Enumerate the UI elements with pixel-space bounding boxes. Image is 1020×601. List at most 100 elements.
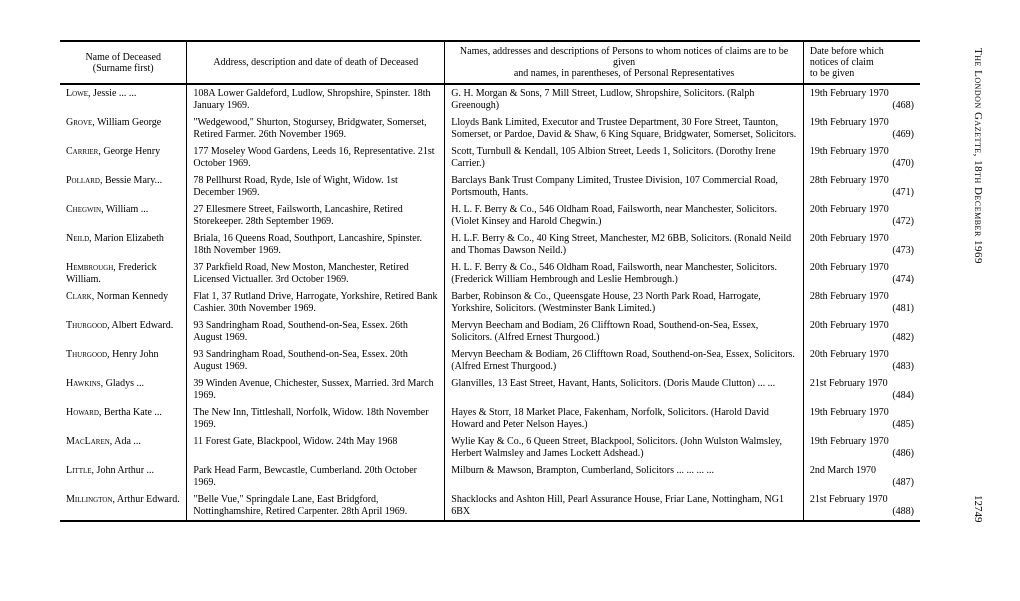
cell-persons: Shacklocks and Ashton Hill, Pearl Assura… [445,491,804,521]
cell-date: 21st February 1970(484) [803,375,920,404]
cell-name: Hawkins, Gladys ... [60,375,187,404]
cell-persons: Barclays Bank Trust Company Limited, Tru… [445,172,804,201]
ref-number: (473) [892,245,914,257]
cell-persons: Glanvilles, 13 East Street, Havant, Hant… [445,375,804,404]
surname: Neild [66,233,89,244]
date-text: 20th February 1970 [810,204,889,215]
surname: Chegwin [66,204,101,215]
forenames: , Norman Kennedy [92,291,168,302]
table-row: Lowe, Jessie ... ...108A Lower Galdeford… [60,84,920,114]
ref-number: (472) [892,216,914,228]
cell-persons: Lloyds Bank Limited, Executor and Truste… [445,114,804,143]
ref-number: (470) [892,158,914,170]
cell-date: 19th February 1970(468) [803,84,920,114]
table-row: Little, John Arthur ...Park Head Farm, B… [60,462,920,491]
surname: Hembrough [66,262,113,273]
ref-number: (471) [892,187,914,199]
date-text: 19th February 1970 [810,88,889,99]
cell-persons: G. H. Morgan & Sons, 7 Mill Street, Ludl… [445,84,804,114]
date-text: 2nd March 1970 [810,465,876,476]
cell-date: 19th February 1970(485) [803,404,920,433]
cell-date: 21st February 1970 (488) [803,491,920,521]
side-running-head: The London Gazette, 18th December 1969 [972,48,984,264]
date-text: 19th February 1970 [810,436,889,447]
forenames: , Jessie ... ... [88,88,136,99]
cell-name: Howard, Bertha Kate ... [60,404,187,433]
date-text: 28th February 1970 [810,175,889,186]
cell-date: 28th February 1970(481) [803,288,920,317]
cell-persons: H. L. F. Berry & Co., 546 Oldham Road, F… [445,201,804,230]
surname: Hawkins [66,378,101,389]
cell-date: 20th February 1970(472) [803,201,920,230]
cell-address: 11 Forest Gate, Blackpool, Widow. 24th M… [187,433,445,462]
surname: Little [66,465,92,476]
cell-date: 19th February 1970(469) [803,114,920,143]
table-row: Hembrough, Frederick William.37 Parkfiel… [60,259,920,288]
cell-address: Park Head Farm, Bewcastle, Cumberland. 2… [187,462,445,491]
cell-address: "Belle Vue," Springdale Lane, East Bridg… [187,491,445,521]
date-text: 21st February 1970 [810,494,888,505]
cell-persons: Hayes & Storr, 18 Market Place, Fakenham… [445,404,804,433]
table-row: Clark, Norman KennedyFlat 1, 37 Rutland … [60,288,920,317]
table-row: MacLaren, Ada ... 11 Forest Gate, Blackpo… [60,433,920,462]
cell-name: Thurgood, Albert Edward. [60,317,187,346]
cell-persons: H. L. F. Berry & Co., 546 Oldham Road, F… [445,259,804,288]
cell-address: 93 Sandringham Road, Southend-on-Sea, Es… [187,346,445,375]
header-row: Name of Deceased (Surname first) Address… [60,41,920,84]
table-row: Pollard, Bessie Mary...78 Pellhurst Road… [60,172,920,201]
table-row: Grove, William George"Wedgewood," Shurto… [60,114,920,143]
date-text: 20th February 1970 [810,262,889,273]
forenames: , Albert Edward. [107,320,173,331]
ref-number: (485) [892,419,914,431]
forenames: , Arthur Edward. [112,494,179,505]
cell-address: Briala, 16 Queens Road, Southport, Lanca… [187,230,445,259]
cell-date: 19th February 1970(470) [803,143,920,172]
cell-persons: Wylie Kay & Co., 6 Queen Street, Blackpo… [445,433,804,462]
cell-name: Hembrough, Frederick William. [60,259,187,288]
cell-persons: H. L.F. Berry & Co., 40 King Street, Man… [445,230,804,259]
cell-address: 37 Parkfield Road, New Moston, Mancheste… [187,259,445,288]
cell-persons: Mervyn Beecham and Bodiam, 26 Clifftown … [445,317,804,346]
date-text: 21st February 1970 [810,378,888,389]
header-address: Address, description and date of death o… [187,41,445,84]
header-persons: Names, addresses and descriptions of Per… [445,41,804,84]
ref-number: (482) [892,332,914,344]
forenames: , Ada ... [110,436,141,447]
cell-persons: Milburn & Mawson, Brampton, Cumberland, … [445,462,804,491]
date-text: 20th February 1970 [810,349,889,360]
surname: Millington [66,494,112,505]
table-row: Millington, Arthur Edward. "Belle Vue," S… [60,491,920,521]
date-text: 20th February 1970 [810,320,889,331]
surname: Thurgood [66,349,107,360]
ref-number: (474) [892,274,914,286]
ref-number: (488) [892,506,914,518]
forenames: , Bertha Kate ... [99,407,162,418]
ref-number: (487) [892,477,914,489]
cell-date: 19th February 1970(486) [803,433,920,462]
surname: Clark [66,291,92,302]
ref-number: (469) [892,129,914,141]
forenames: , Henry John [107,349,158,360]
cell-name: Thurgood, Henry John [60,346,187,375]
date-text: 19th February 1970 [810,407,889,418]
cell-date: 20th February 1970(482) [803,317,920,346]
page: The London Gazette, 18th December 1969 1… [60,40,960,522]
cell-name: Lowe, Jessie ... ... [60,84,187,114]
cell-address: 108A Lower Galdeford, Ludlow, Shropshire… [187,84,445,114]
cell-date: 2nd March 1970 (487) [803,462,920,491]
cell-address: The New Inn, Tittleshall, Norfolk, Widow… [187,404,445,433]
cell-date: 28th February 1970(471) [803,172,920,201]
surname: Carrier [66,146,98,157]
cell-name: Pollard, Bessie Mary... [60,172,187,201]
page-number: 12749 [972,495,984,523]
cell-date: 20th February 1970(473) [803,230,920,259]
surname: MacLaren [66,436,110,447]
cell-name: Chegwin, William ... [60,201,187,230]
cell-name: Grove, William George [60,114,187,143]
table-row: Carrier, George Henry177 Moseley Wood Ga… [60,143,920,172]
forenames: , William George [92,117,161,128]
cell-address: 78 Pellhurst Road, Ryde, Isle of Wight, … [187,172,445,201]
cell-name: Carrier, George Henry [60,143,187,172]
date-text: 28th February 1970 [810,291,889,302]
table-row: Thurgood, Albert Edward.93 Sandringham R… [60,317,920,346]
